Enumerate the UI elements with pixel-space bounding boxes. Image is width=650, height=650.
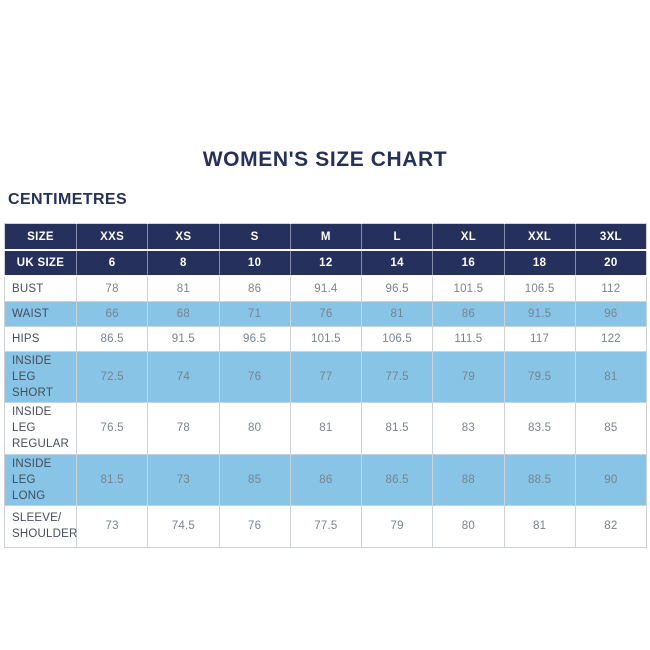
value-cell: 111.5 [432, 326, 505, 352]
row-label-cell: INSIDE LEG REGULAR [4, 402, 77, 455]
value-cell: 96 [575, 301, 648, 327]
size-header-cell: 18 [504, 250, 576, 277]
size-header-cell: 12 [290, 250, 363, 277]
value-cell: 101.5 [432, 276, 505, 302]
value-cell: 77.5 [290, 505, 363, 548]
value-cell: 73 [76, 505, 149, 548]
value-cell: 76 [219, 351, 291, 404]
header-row: UK SIZE 6 8 10 12 14 16 18 20 [4, 250, 647, 277]
value-cell: 83 [432, 402, 505, 455]
size-header-cell: XXL [504, 223, 576, 251]
size-header-cell: L [361, 223, 434, 251]
size-header-cell: 10 [219, 250, 291, 277]
value-cell: 74 [147, 351, 220, 404]
size-header-cell: 16 [432, 250, 505, 277]
value-cell: 78 [147, 402, 220, 455]
table-row: SLEEVE/ SHOULDER 73 74.5 76 77.5 79 80 81 82 [4, 505, 648, 548]
value-cell: 68 [147, 301, 220, 327]
value-cell: 86 [432, 301, 505, 327]
value-cell: 77 [290, 351, 363, 404]
value-cell: 78 [76, 276, 149, 302]
value-cell: 76.5 [76, 402, 149, 455]
size-header-cell: 8 [147, 250, 220, 277]
header-label-cell: SIZE [4, 223, 77, 251]
value-cell: 81 [575, 351, 648, 404]
table-row: INSIDE LEG SHORT 72.5 74 76 77 77.5 79 79.5 81 [4, 351, 648, 404]
header-row: SIZE XXS XS S M L XL XXL 3XL [4, 223, 647, 251]
table-row: HIPS 86.5 91.5 96.5 101.5 106.5 111.5 117 122 [4, 326, 648, 352]
value-cell: 80 [432, 505, 505, 548]
value-cell: 85 [219, 454, 291, 506]
value-cell: 117 [504, 326, 576, 352]
value-cell: 91.5 [504, 301, 576, 327]
size-chart-table: SIZE XXS XS S M L XL XXL 3XL UK SIZE 6 8 10 12 14 16 18 2… [4, 223, 648, 548]
value-cell: 96.5 [361, 276, 434, 302]
units-label: CENTIMETRES [8, 191, 128, 208]
table-row: BUST 78 81 86 91.4 96.5 101.5 106.5 112 [4, 276, 648, 302]
row-label-cell: INSIDE LEG LONG [4, 454, 77, 506]
value-cell: 76 [290, 301, 363, 327]
value-cell: 81 [361, 301, 434, 327]
value-cell: 80 [219, 402, 291, 455]
size-header-cell: 20 [575, 250, 647, 277]
value-cell: 88 [432, 454, 505, 506]
value-cell: 76 [219, 505, 291, 548]
value-cell: 96.5 [219, 326, 291, 352]
value-cell: 81.5 [361, 402, 434, 455]
value-cell: 73 [147, 454, 220, 506]
value-cell: 79.5 [504, 351, 576, 404]
value-cell: 106.5 [504, 276, 576, 302]
size-header-cell: XL [432, 223, 505, 251]
value-cell: 86.5 [361, 454, 434, 506]
row-label-cell: HIPS [4, 326, 77, 352]
size-header-cell: 6 [76, 250, 149, 277]
value-cell: 91.5 [147, 326, 220, 352]
size-header-cell: 3XL [575, 223, 647, 251]
value-cell: 66 [76, 301, 149, 327]
value-cell: 83.5 [504, 402, 576, 455]
value-cell: 86.5 [76, 326, 149, 352]
value-cell: 81 [290, 402, 363, 455]
value-cell: 90 [575, 454, 648, 506]
value-cell: 71 [219, 301, 291, 327]
header-label-cell: UK SIZE [4, 250, 77, 277]
value-cell: 81.5 [76, 454, 149, 506]
value-cell: 82 [575, 505, 648, 548]
value-cell: 79 [361, 505, 434, 548]
size-header-cell: S [219, 223, 291, 251]
value-cell: 101.5 [290, 326, 363, 352]
row-label-cell: WAIST [4, 301, 77, 327]
value-cell: 81 [504, 505, 576, 548]
value-cell: 86 [290, 454, 363, 506]
value-cell: 85 [575, 402, 648, 455]
value-cell: 81 [147, 276, 220, 302]
size-header-cell: XXS [76, 223, 149, 251]
value-cell: 112 [575, 276, 648, 302]
value-cell: 86 [219, 276, 291, 302]
table-row: INSIDE LEG LONG 81.5 73 85 86 86.5 88 88.5 90 [4, 454, 648, 506]
row-label-cell: INSIDE LEG SHORT [4, 351, 77, 404]
value-cell: 122 [575, 326, 648, 352]
size-header-cell: M [290, 223, 363, 251]
size-header-cell: 14 [361, 250, 434, 277]
value-cell: 91.4 [290, 276, 363, 302]
value-cell: 79 [432, 351, 505, 404]
value-cell: 106.5 [361, 326, 434, 352]
table-row: INSIDE LEG REGULAR 76.5 78 80 81 81.5 83 83.5 85 [4, 402, 648, 455]
value-cell: 72.5 [76, 351, 149, 404]
value-cell: 88.5 [504, 454, 576, 506]
value-cell: 74.5 [147, 505, 220, 548]
value-cell: 77.5 [361, 351, 434, 404]
row-label-cell: SLEEVE/ SHOULDER [4, 505, 77, 548]
size-header-cell: XS [147, 223, 220, 251]
page-title: WOMEN'S SIZE CHART [202, 148, 448, 171]
table-row: WAIST 66 68 71 76 81 86 91.5 96 [4, 301, 648, 327]
size-chart-header: SIZE XXS XS S M L XL XXL 3XL UK SIZE 6 8 10 12 14 16 18 2… [4, 223, 647, 277]
size-chart-body: BUST 78 81 86 91.4 96.5 101.5 106.5 112 WAIST 66 68… [4, 276, 648, 548]
row-label-cell: BUST [4, 276, 77, 302]
